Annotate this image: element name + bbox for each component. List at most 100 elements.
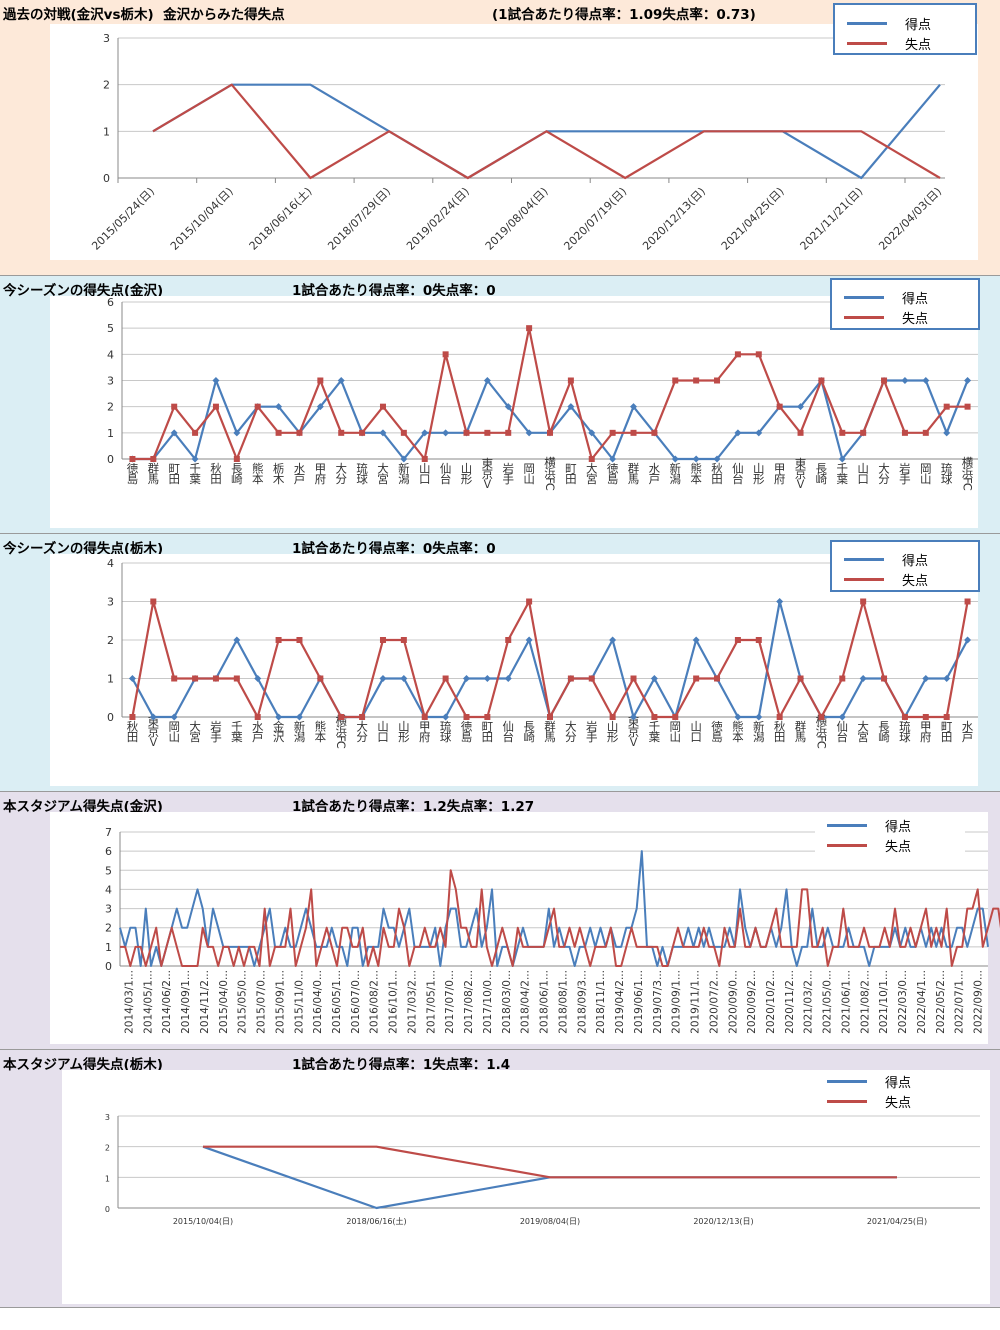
panel-title: 本スタジアム得失点(金沢): [3, 799, 163, 815]
legend-concede-label: 失点: [902, 574, 929, 589]
legend-concede-swatch: [827, 1100, 867, 1103]
data-point-score: [170, 429, 178, 437]
data-point-score: [609, 636, 617, 644]
data-point-score: [650, 675, 658, 682]
data-point-score: [504, 675, 512, 682]
data-point-score: [400, 455, 408, 463]
data-point-score: [630, 403, 638, 411]
data-point-score: [254, 675, 262, 682]
y-tick-label: 3: [107, 375, 114, 388]
x-tick-label: 大分: [877, 462, 891, 486]
data-point-score: [233, 636, 241, 644]
data-point-concede: [839, 429, 846, 436]
data-point-concede: [484, 429, 491, 436]
x-tick-label: 東京Ｖ: [627, 715, 641, 747]
chart-season-kanazawa: 0123456徳島 群馬 町田 千葉 秋田 長崎 熊本 栃木 水戸 甲府 大分 琉球 大宮 新潟 山口 仙台山…: [107, 296, 978, 491]
data-point-concede: [254, 714, 261, 720]
y-tick-label: 6: [105, 845, 112, 858]
y-tick-label: 2: [103, 79, 110, 92]
x-tick-label: 横浜FC: [814, 713, 828, 748]
x-tick-label: 水戸: [961, 721, 975, 744]
y-tick-label: 4: [107, 348, 114, 361]
y-tick-label: 3: [103, 32, 110, 45]
x-tick-label: 秋田: [209, 462, 223, 485]
x-tick-label: 大分: [334, 462, 348, 486]
x-tick-label: 2020/12/13(日): [693, 1217, 753, 1226]
legend-score-label: 得点: [885, 820, 912, 835]
x-tick-label: 2021/08/2...: [859, 970, 871, 1034]
data-point-concede: [630, 429, 637, 436]
data-point-concede: [171, 403, 178, 410]
x-tick-label: 2022/04/1...: [916, 970, 928, 1034]
data-point-concede: [797, 675, 804, 682]
x-tick-label: 2020/07/19(日): [561, 185, 629, 253]
grid-group: 0 1 2 3 2015/10/04(日) 2018/06/16(土) 2019/08/04…: [105, 1113, 980, 1226]
y-tick-label: 5: [107, 322, 114, 335]
data-point-concede: [881, 675, 888, 682]
x-tick-label: 甲府: [919, 721, 933, 744]
x-tick-label: 山口: [418, 463, 432, 485]
data-point-score: [964, 636, 972, 644]
plot-area: [50, 296, 978, 528]
x-tick-label: 2019/11/1...: [690, 970, 702, 1034]
data-point-score: [692, 636, 700, 644]
x-tick-label: 山形: [459, 463, 473, 486]
legend-score-label: 得点: [905, 18, 932, 33]
data-point-concede: [129, 714, 136, 720]
x-tick-label: 2017/05/1...: [425, 970, 437, 1034]
x-tick-label: 仙台: [835, 721, 849, 743]
data-point-concede: [338, 714, 345, 720]
x-tick-label: 岡山: [668, 721, 682, 743]
data-point-concede: [651, 429, 658, 436]
x-tick-label: 2019/09/1...: [671, 970, 683, 1034]
data-point-concede: [714, 675, 721, 682]
panel-rate: 1試合あたり得点率：1失点率：1.4: [292, 1057, 511, 1073]
legend: 得点 失点: [830, 540, 980, 592]
x-tick-label: 2018/04/2...: [520, 970, 532, 1034]
data-point-score: [943, 675, 951, 682]
x-tick-label: 長崎: [230, 463, 244, 485]
x-tick-label: 金沢: [272, 720, 286, 744]
x-tick-label: 千葉: [188, 463, 202, 485]
x-tick-label: 東京Ｖ: [480, 457, 494, 489]
x-tick-label: 2022/05/2...: [935, 970, 947, 1034]
x-tick-label: 熊本: [251, 462, 265, 486]
data-point-score: [797, 403, 805, 411]
data-point-concede: [776, 714, 783, 720]
data-point-concede: [442, 351, 449, 358]
x-tick-label: 岩手: [501, 462, 515, 486]
data-point-score: [859, 675, 867, 682]
x-tick-label: 2021/11/21(日): [798, 185, 866, 253]
data-point-concede: [609, 714, 616, 720]
data-point-score: [776, 598, 784, 605]
panel-rate: 1試合あたり得点率：0失点率：0: [292, 541, 496, 557]
data-point-concede: [526, 598, 533, 605]
data-point-concede: [630, 675, 637, 682]
y-tick-label: 3: [107, 596, 114, 609]
y-tick-label: 0: [105, 960, 112, 973]
x-tick-label: 町田: [480, 721, 494, 743]
x-tick-label: 大分: [355, 720, 369, 744]
series-line-concede: [120, 869, 1000, 967]
data-point-score: [609, 455, 617, 463]
x-tick-label: 2014/06/2...: [161, 970, 173, 1034]
x-tick-label: 2022/09/0...: [973, 970, 985, 1034]
x-tick-label: 2016/08/2...: [369, 970, 381, 1034]
x-tick-label: 2019/06/1...: [633, 970, 645, 1034]
legend-concede-swatch: [847, 42, 887, 45]
x-tick-label: 2016/04/0...: [312, 970, 324, 1034]
data-point-score: [734, 429, 742, 437]
data-point-concede: [609, 429, 616, 436]
data-point-concede: [233, 675, 240, 682]
data-point-score: [838, 713, 846, 721]
grid-group: 0 1 2 3 2015/05/24(日) 2015/10/04(日) 2018/06/16…: [89, 32, 945, 253]
x-tick-label: 秋田: [773, 720, 787, 743]
data-point-concede: [171, 675, 178, 682]
x-tick-label: 岩手: [585, 720, 599, 744]
legend-score-swatch: [844, 558, 884, 561]
series-line-concede: [152, 83, 941, 180]
x-tick-label: 群馬: [146, 462, 160, 486]
legend-concede-label: 失点: [885, 1096, 912, 1111]
data-point-concede: [317, 675, 324, 682]
x-tick-label: 群馬: [794, 720, 808, 744]
